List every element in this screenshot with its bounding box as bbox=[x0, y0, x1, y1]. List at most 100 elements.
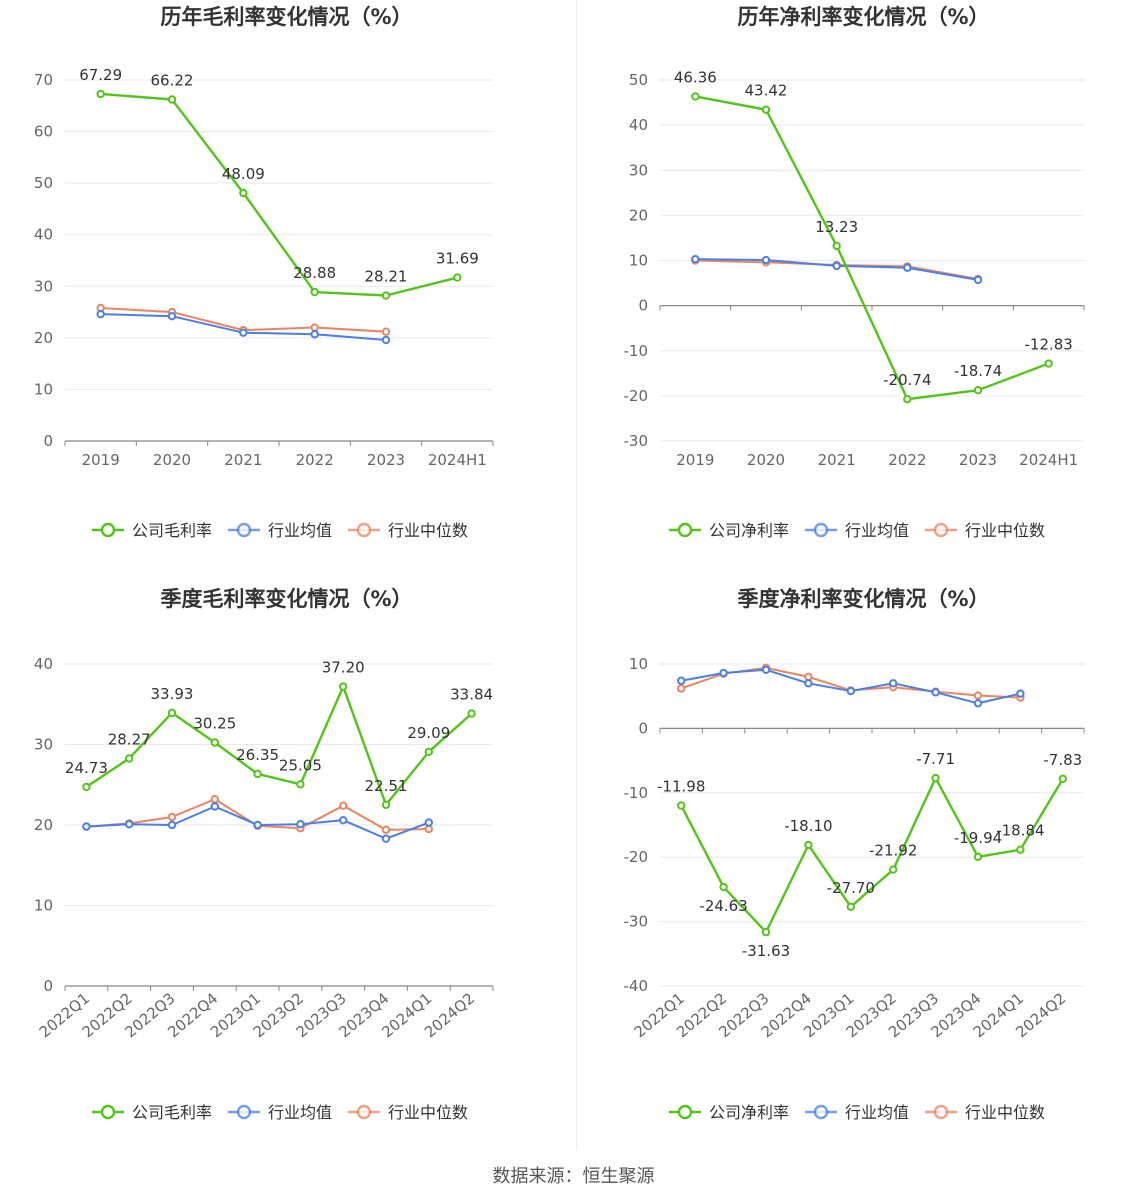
data-point bbox=[677, 801, 686, 810]
legend-item: 行业中位数 bbox=[348, 521, 468, 540]
legend-label: 公司净利率 bbox=[709, 521, 789, 540]
y-tick-label: 20 bbox=[34, 816, 53, 834]
y-tick-label: -20 bbox=[624, 387, 649, 405]
data-point bbox=[903, 263, 912, 272]
data-label: 66.22 bbox=[151, 71, 194, 89]
data-label: 46.36 bbox=[674, 68, 717, 86]
y-tick-label: 30 bbox=[34, 277, 53, 295]
y-tick-label: 50 bbox=[629, 71, 648, 89]
y-tick-label: 10 bbox=[34, 380, 53, 398]
data-label: -27.70 bbox=[827, 879, 875, 897]
source-footer: 数据来源：恒生聚源 bbox=[492, 1166, 655, 1187]
legend-label: 公司毛利率 bbox=[132, 1103, 212, 1122]
x-tick-label: 2023 bbox=[367, 451, 405, 469]
legend-label: 行业中位数 bbox=[965, 1103, 1045, 1122]
data-label: -20.74 bbox=[883, 371, 931, 389]
data-label: -21.92 bbox=[869, 842, 917, 860]
y-tick-label: 40 bbox=[34, 655, 53, 673]
x-tick-label: 2019 bbox=[676, 451, 714, 469]
data-point bbox=[381, 800, 391, 809]
data-point bbox=[931, 773, 940, 783]
data-point bbox=[1016, 845, 1025, 854]
y-tick-label: 50 bbox=[34, 174, 53, 192]
legend-marker bbox=[933, 522, 949, 538]
data-point bbox=[310, 323, 319, 332]
data-label: -12.83 bbox=[1024, 336, 1072, 354]
legend-marker bbox=[677, 1104, 693, 1120]
data-point bbox=[296, 780, 305, 789]
chart-title: 季度净利率变化情况（%） bbox=[737, 587, 989, 611]
data-point bbox=[381, 834, 391, 843]
y-tick-label: 10 bbox=[34, 897, 53, 915]
legend-marker bbox=[356, 1104, 372, 1120]
series-line bbox=[100, 92, 458, 297]
x-tick-label: 2020 bbox=[747, 451, 785, 469]
x-tick-label: 2024H1 bbox=[1019, 451, 1078, 469]
data-label: 37.20 bbox=[322, 659, 365, 677]
data-label: 22.51 bbox=[365, 777, 408, 795]
legend-label: 行业均值 bbox=[845, 1103, 909, 1122]
x-tick-label: 2022 bbox=[888, 451, 926, 469]
data-label: 26.35 bbox=[236, 746, 279, 764]
data-point bbox=[381, 335, 391, 345]
annual-gross-margin-chart: 历年毛利率变化情况（%） 0 10 20 30 40 50 60 70 2019 2020 2021 2… bbox=[0, 0, 573, 580]
y-tick-label: -20 bbox=[624, 848, 649, 866]
data-point bbox=[339, 815, 348, 825]
data-point bbox=[931, 688, 940, 697]
data-point bbox=[310, 330, 319, 339]
data-label: 31.69 bbox=[436, 250, 479, 268]
legend-item: 行业均值 bbox=[228, 1103, 332, 1122]
data-point bbox=[691, 92, 700, 101]
data-point bbox=[973, 699, 983, 708]
data-point bbox=[846, 686, 855, 696]
data-point bbox=[832, 261, 841, 271]
data-point bbox=[1016, 689, 1025, 698]
data-point bbox=[96, 309, 105, 319]
y-tick-label: -10 bbox=[624, 784, 649, 802]
data-label: -31.63 bbox=[742, 942, 790, 960]
data-label: -24.63 bbox=[699, 897, 747, 915]
y-tick-label: -10 bbox=[624, 342, 649, 360]
data-label: 28.88 bbox=[293, 264, 336, 282]
data-point bbox=[167, 311, 177, 321]
legend-item: 行业均值 bbox=[228, 521, 332, 540]
data-point bbox=[973, 691, 983, 700]
data-label: 25.05 bbox=[279, 756, 322, 774]
data-point bbox=[253, 769, 262, 779]
legend-marker bbox=[933, 1104, 949, 1120]
panel-divider bbox=[576, 0, 577, 1150]
legend-item: 行业中位数 bbox=[925, 1103, 1045, 1122]
chart-title: 季度毛利率变化情况（%） bbox=[160, 587, 412, 611]
x-tick-label: 2021 bbox=[224, 451, 262, 469]
data-point bbox=[467, 709, 476, 718]
data-label: -11.98 bbox=[657, 778, 705, 796]
data-point bbox=[381, 825, 391, 835]
data-point bbox=[973, 275, 983, 285]
legend-marker bbox=[356, 522, 372, 538]
legend-item: 行业中位数 bbox=[925, 521, 1045, 540]
data-point bbox=[424, 824, 433, 834]
data-point bbox=[310, 287, 319, 297]
y-tick-label: -30 bbox=[624, 913, 649, 931]
legend-marker bbox=[677, 522, 693, 538]
data-point bbox=[889, 865, 898, 874]
legend-marker bbox=[813, 1104, 829, 1120]
legend-item: 公司净利率 bbox=[669, 521, 789, 540]
data-point bbox=[889, 679, 898, 688]
data-point bbox=[691, 254, 700, 264]
legend-marker bbox=[100, 1104, 116, 1120]
data-point bbox=[761, 927, 771, 937]
data-point bbox=[677, 684, 686, 693]
data-label: 43.42 bbox=[745, 82, 788, 100]
x-tick-label: 2019 bbox=[82, 451, 120, 469]
y-tick-label: 10 bbox=[629, 655, 648, 673]
series-line bbox=[680, 776, 1064, 934]
data-point bbox=[973, 385, 983, 395]
y-tick-label: 0 bbox=[638, 297, 648, 315]
data-point bbox=[719, 882, 728, 892]
data-label: 33.93 bbox=[151, 685, 194, 703]
legend-marker bbox=[236, 1104, 252, 1120]
y-tick-label: 30 bbox=[629, 161, 648, 179]
data-point bbox=[381, 327, 391, 336]
data-point bbox=[1058, 774, 1067, 784]
